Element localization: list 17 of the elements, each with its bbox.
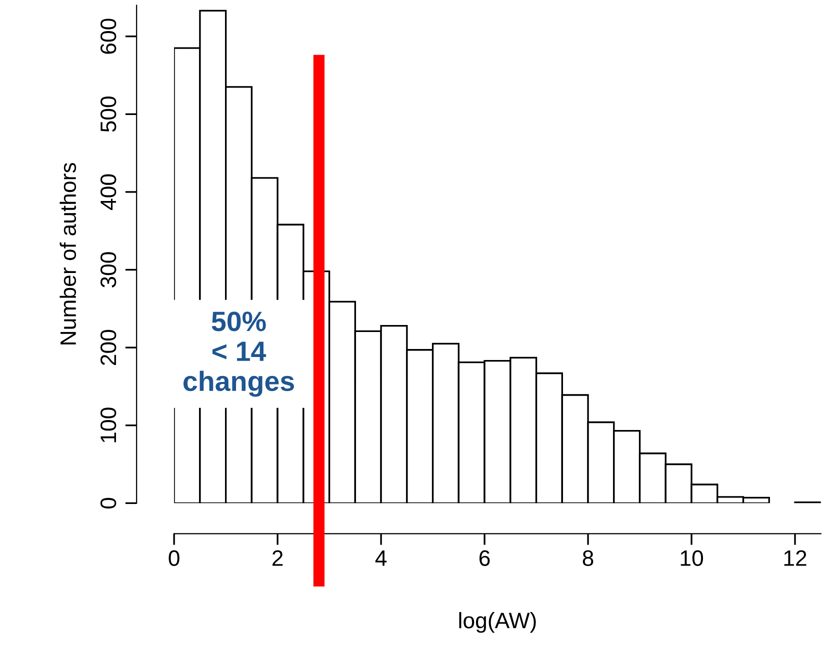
x-tick-label: 0 — [168, 550, 180, 566]
x-axis-title: log(AW) — [459, 612, 536, 633]
y-tick-label: 100 — [100, 408, 116, 442]
y-tick-label: 300 — [100, 252, 116, 288]
x-tick-label: 4 — [375, 550, 387, 566]
y-tick-label: 600 — [100, 18, 116, 54]
x-tick-label: 2 — [272, 550, 283, 566]
y-tick-label: 400 — [100, 174, 116, 210]
annotation: 50% < 14 changes — [183, 312, 294, 397]
y-tick-label: 0 — [100, 498, 116, 508]
y-tick-label: 200 — [100, 330, 116, 365]
x-tick-label: 8 — [582, 550, 594, 566]
y-tick-label: 500 — [100, 96, 116, 132]
x-tick-label: 12 — [784, 550, 806, 566]
x-tick-label: 6 — [479, 550, 490, 566]
x-tick-label: 10 — [680, 550, 704, 566]
y-axis-title: Number of authors — [60, 162, 76, 344]
